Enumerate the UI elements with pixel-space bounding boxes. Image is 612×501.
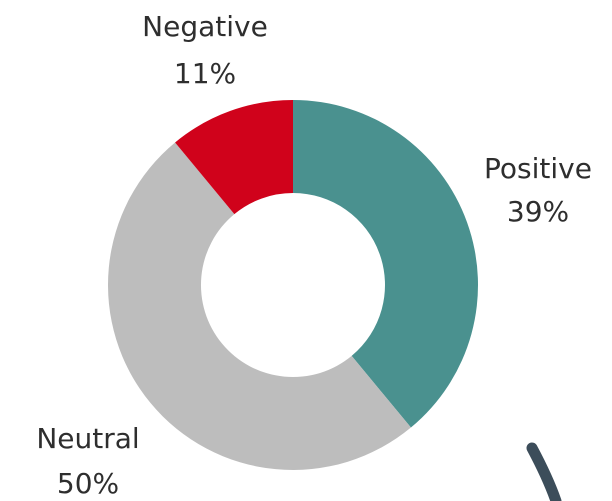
slice-value-label: 39% [507,195,569,228]
slice-value-label: 11% [174,57,236,90]
decorative-arc [526,442,562,501]
slice-label: Neutral [36,422,139,455]
slice-value-label: 50% [57,467,119,500]
slice-label: Negative [142,10,268,43]
slice [108,142,411,470]
slice [175,100,293,215]
slice-label: Positive [484,152,592,185]
slice [293,100,479,428]
